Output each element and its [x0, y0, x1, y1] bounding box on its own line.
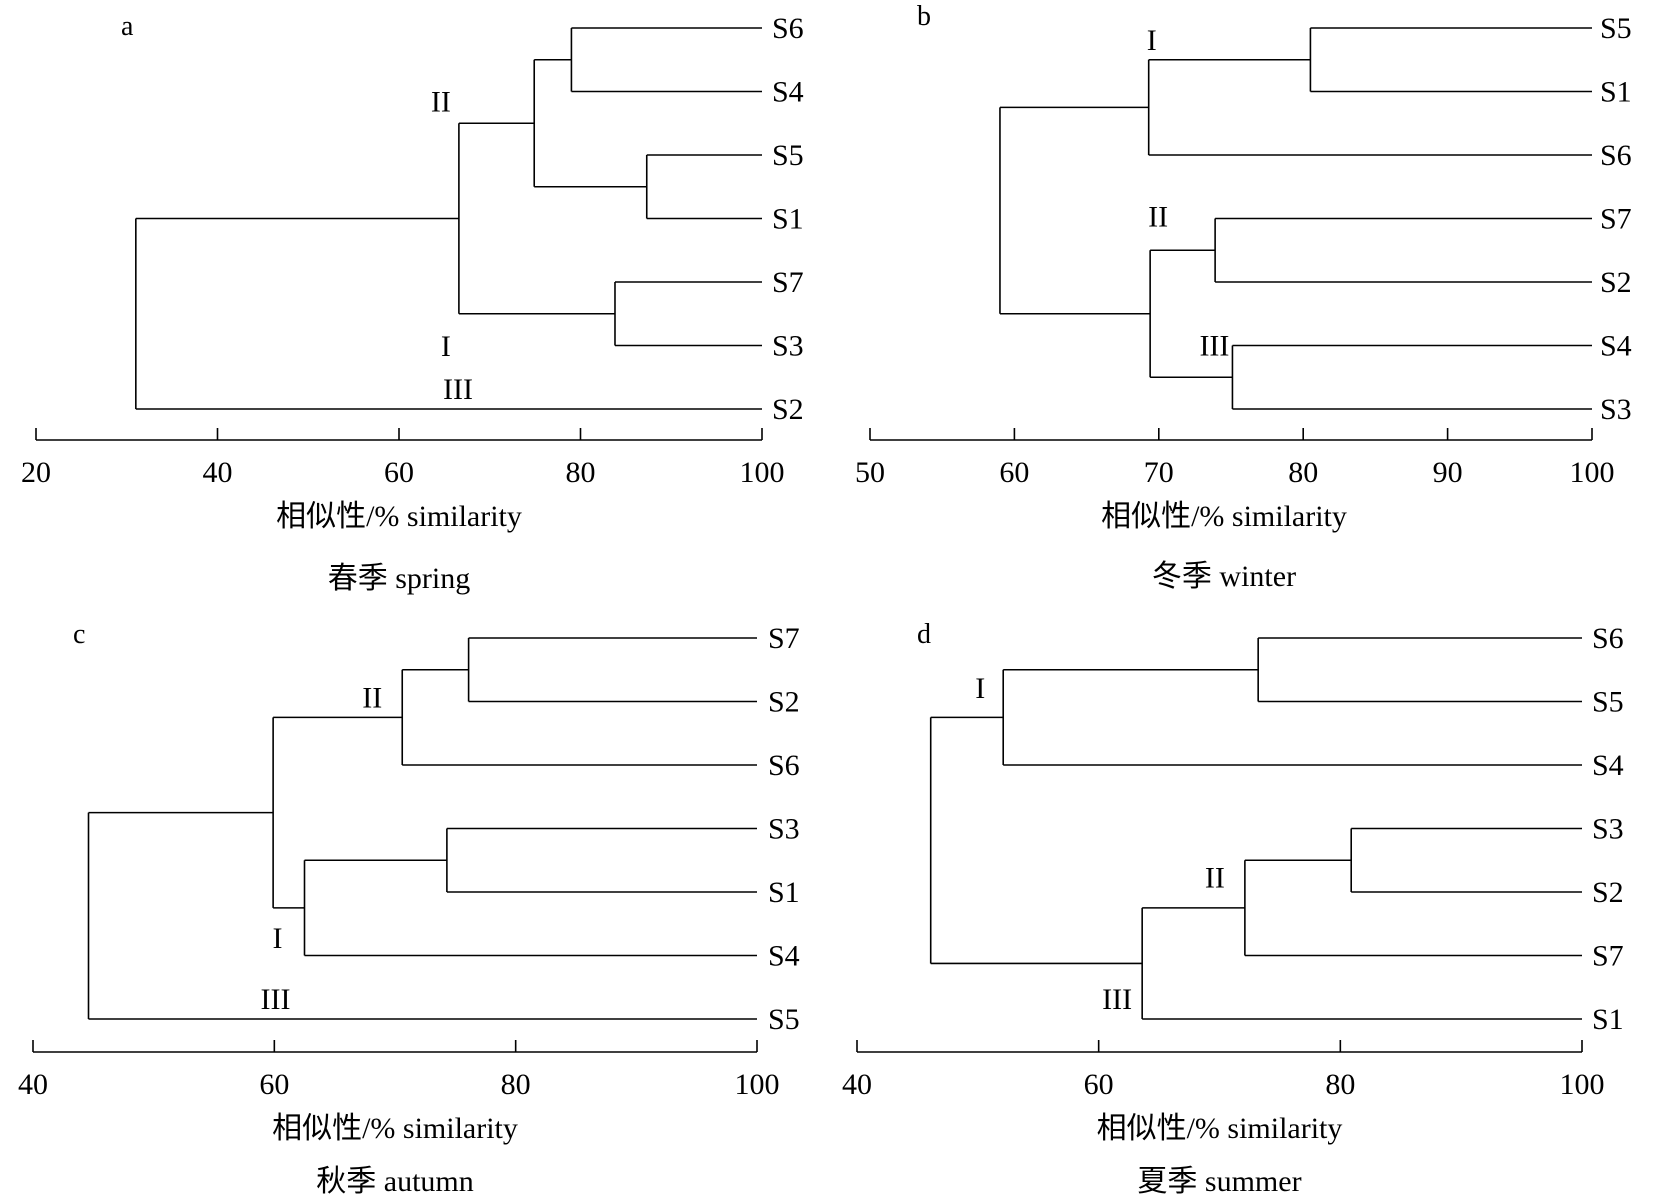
leaf-label-S1: S1 [1592, 1003, 1624, 1036]
x-tick-label-20: 20 [21, 456, 51, 489]
season-caption: 春季 spring [328, 562, 471, 595]
x-axis-label: 相似性/% similarity [272, 1112, 518, 1145]
leaf-label-S6: S6 [1600, 139, 1632, 172]
x-tick-label-80: 80 [1325, 1068, 1355, 1101]
panel-letter-b: b [917, 1, 931, 32]
season-caption: 冬季 winter [1152, 560, 1296, 593]
group-label-II: II [1148, 201, 1168, 234]
x-tick-label-40: 40 [18, 1068, 48, 1101]
group-label-I: I [273, 922, 283, 955]
group-label-III: III [443, 373, 473, 406]
x-tick-label-80: 80 [501, 1068, 531, 1101]
x-tick-label-60: 60 [999, 456, 1029, 489]
x-tick-label-100: 100 [1560, 1068, 1605, 1101]
x-tick-label-80: 80 [566, 456, 596, 489]
x-tick-label-40: 40 [203, 456, 233, 489]
x-axis-label: 相似性/% similarity [1097, 1112, 1343, 1145]
group-label-I: I [975, 672, 985, 705]
group-label-I: I [1147, 24, 1157, 57]
leaf-label-S6: S6 [1592, 622, 1624, 655]
group-label-II: II [1205, 861, 1225, 894]
leaf-label-S2: S2 [772, 393, 804, 426]
leaf-label-S5: S5 [768, 1003, 800, 1036]
leaf-label-S4: S4 [768, 940, 800, 973]
x-tick-label-70: 70 [1144, 456, 1174, 489]
leaf-label-S2: S2 [1600, 266, 1632, 299]
leaf-label-S5: S5 [1600, 12, 1632, 45]
leaf-label-S3: S3 [768, 813, 800, 846]
group-label-I: I [441, 330, 451, 363]
leaf-label-S5: S5 [1592, 686, 1624, 719]
leaf-label-S7: S7 [1600, 203, 1632, 236]
group-label-III: III [1199, 330, 1229, 363]
x-tick-label-100: 100 [1570, 456, 1615, 489]
leaf-label-S5: S5 [772, 139, 804, 172]
leaf-label-S1: S1 [1600, 76, 1632, 109]
x-tick-label-60: 60 [1084, 1068, 1114, 1101]
x-tick-label-100: 100 [740, 456, 785, 489]
group-label-II: II [431, 85, 451, 118]
x-axis-label: 相似性/% similarity [1101, 500, 1347, 533]
leaf-label-S4: S4 [1592, 749, 1624, 782]
x-tick-label-60: 60 [384, 456, 414, 489]
panel-letter-a: a [121, 11, 134, 42]
leaf-label-S7: S7 [772, 266, 804, 299]
leaf-label-S6: S6 [768, 749, 800, 782]
leaf-label-S4: S4 [1600, 330, 1632, 363]
leaf-label-S2: S2 [768, 686, 800, 719]
leaf-label-S7: S7 [1592, 940, 1624, 973]
leaf-label-S7: S7 [768, 622, 800, 655]
leaf-label-S2: S2 [1592, 876, 1624, 909]
panel-letter-c: c [73, 619, 85, 650]
leaf-label-S3: S3 [1600, 393, 1632, 426]
group-label-III: III [261, 983, 291, 1016]
leaf-label-S6: S6 [772, 12, 804, 45]
leaf-label-S1: S1 [772, 203, 804, 236]
x-axis-label: 相似性/% similarity [276, 500, 522, 533]
x-tick-label-60: 60 [259, 1068, 289, 1101]
x-tick-label-80: 80 [1288, 456, 1318, 489]
leaf-label-S1: S1 [768, 876, 800, 909]
group-label-III: III [1102, 983, 1132, 1016]
season-caption: 夏季 summer [1137, 1165, 1301, 1198]
leaf-label-S3: S3 [772, 330, 804, 363]
x-tick-label-90: 90 [1433, 456, 1463, 489]
panel-letter-d: d [917, 619, 931, 650]
group-label-II: II [362, 681, 382, 714]
x-tick-label-50: 50 [855, 456, 885, 489]
x-tick-label-100: 100 [735, 1068, 780, 1101]
leaf-label-S4: S4 [772, 76, 804, 109]
leaf-label-S3: S3 [1592, 813, 1624, 846]
x-tick-label-40: 40 [842, 1068, 872, 1101]
season-caption: 秋季 autumn [316, 1165, 474, 1198]
